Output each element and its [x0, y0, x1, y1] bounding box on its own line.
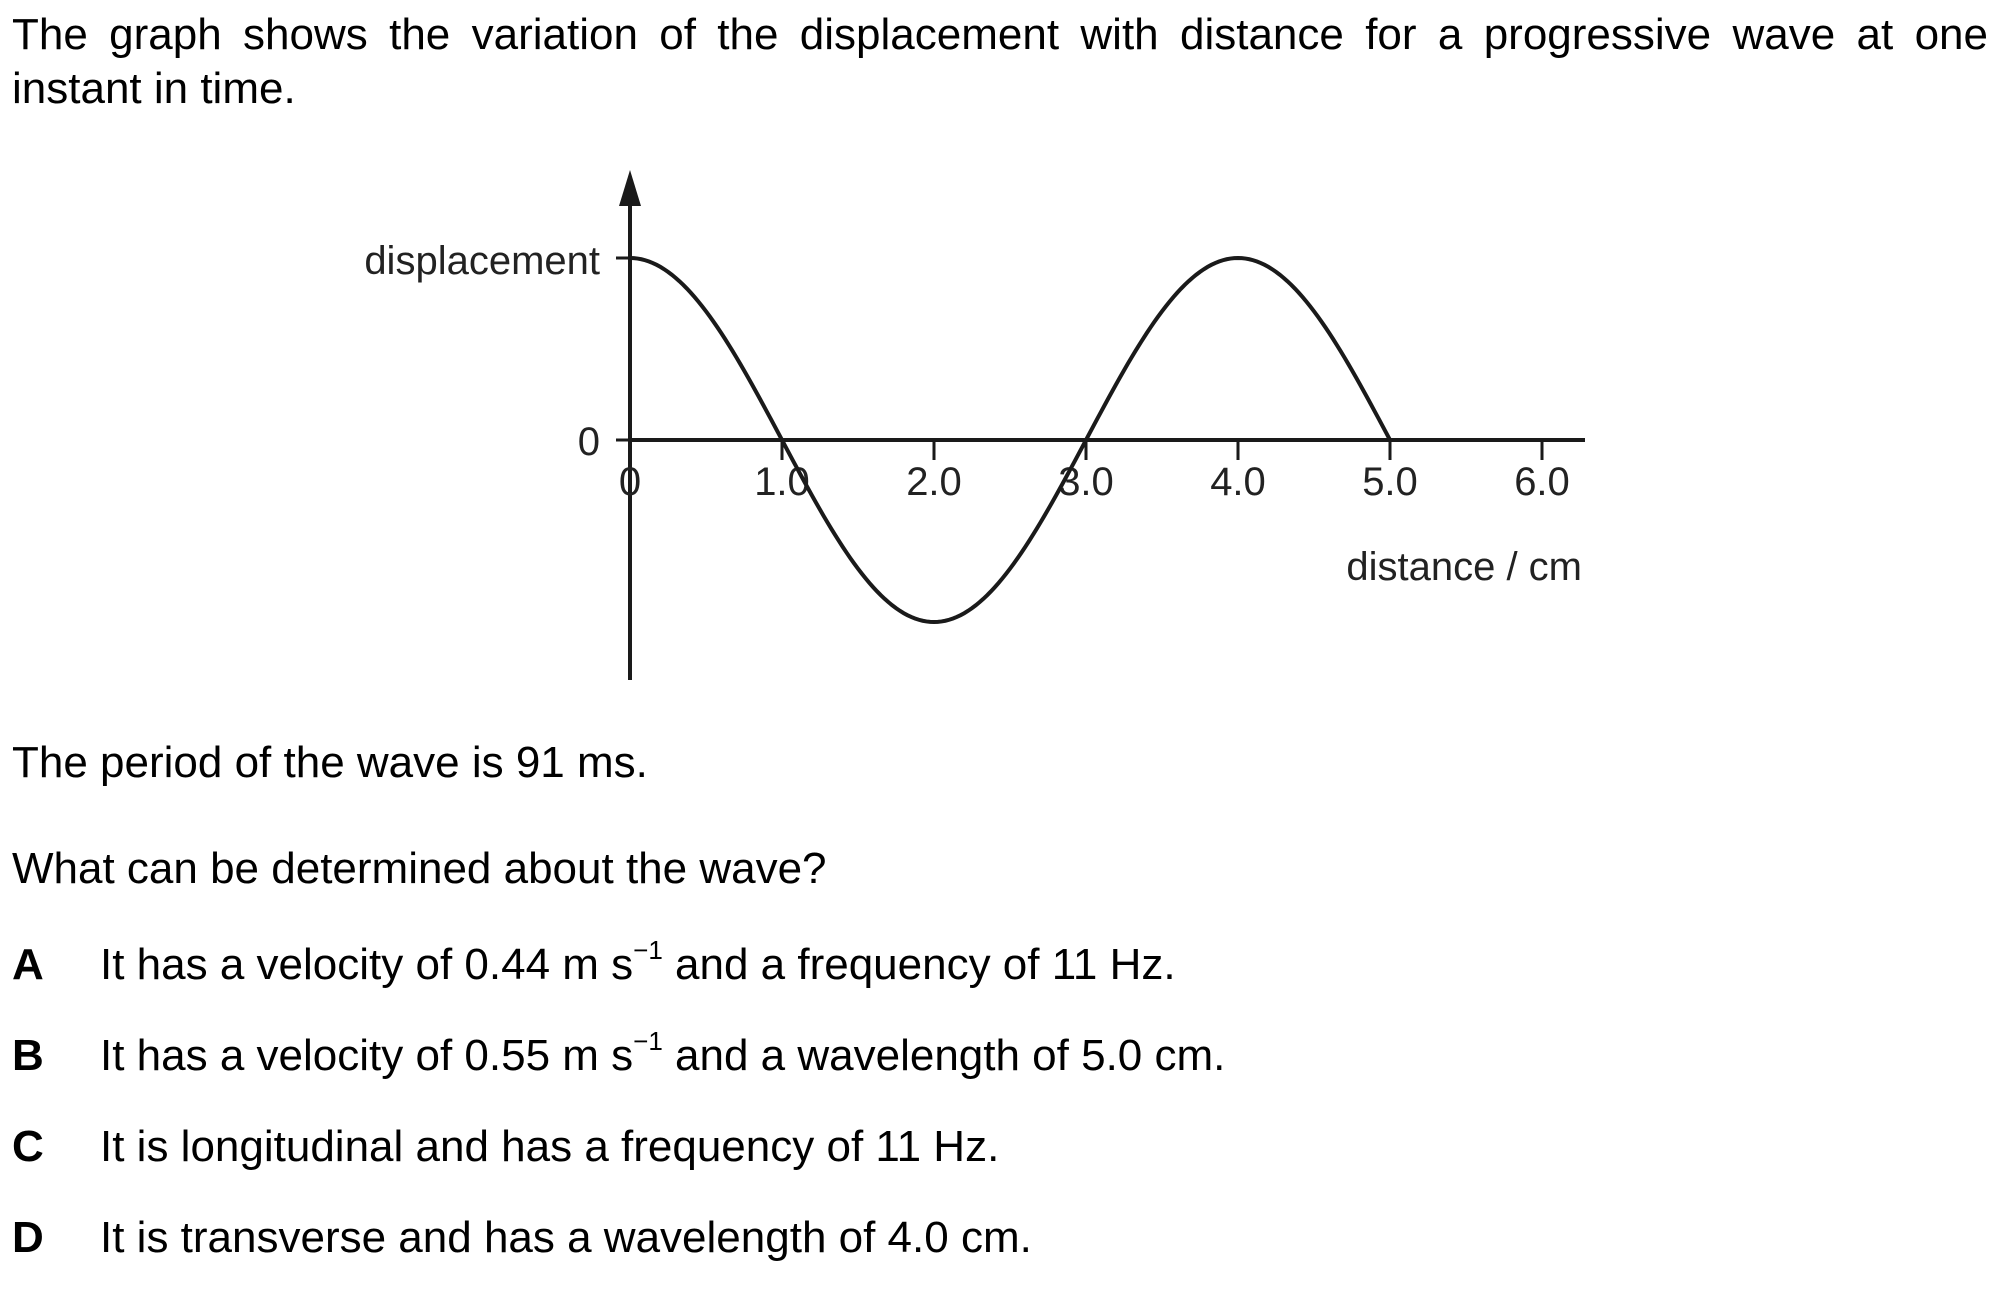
- graph-axes: [616, 170, 1585, 680]
- option-text: It has a velocity of 0.44 m s−1 and a fr…: [100, 935, 1176, 989]
- y-tick-label-0: 0: [578, 420, 600, 464]
- option-letter: D: [12, 1213, 44, 1262]
- x-tick-label: 5.0: [1362, 460, 1418, 504]
- y-axis-arrow: [619, 170, 641, 206]
- option-text: It has a velocity of 0.55 m s−1 and a wa…: [100, 1026, 1226, 1080]
- option-text: It is longitudinal and has a frequency o…: [100, 1122, 1000, 1171]
- x-axis-label: distance / cm: [1346, 545, 1582, 589]
- period-statement: The period of the wave is 91 ms.: [12, 738, 648, 787]
- x-tick-label: 2.0: [906, 460, 962, 504]
- x-tick-label: 4.0: [1210, 460, 1266, 504]
- wave-graph: 0 1.0 2.0 3.0 4.0 5.0 6.0 displacement 0 dista…: [364, 170, 1585, 680]
- question-intro: The graph shows the variation of the dis…: [12, 10, 1988, 113]
- y-axis-label: displacement: [364, 239, 600, 283]
- option-letter: A: [12, 940, 44, 989]
- x-tick-label: 0: [619, 460, 641, 504]
- option-letter: C: [12, 1122, 44, 1171]
- option-text: It is transverse and has a wavelength of…: [100, 1213, 1032, 1262]
- question-prompt: What can be determined about the wave?: [12, 844, 827, 893]
- x-tick-label: 1.0: [754, 460, 810, 504]
- x-ticks: 0 1.0 2.0 3.0 4.0 5.0 6.0: [619, 440, 1570, 504]
- wave-curve: [629, 255, 1392, 625]
- x-tick-label: 6.0: [1514, 460, 1570, 504]
- x-tick-label: 3.0: [1058, 460, 1114, 504]
- option-letter: B: [12, 1031, 44, 1080]
